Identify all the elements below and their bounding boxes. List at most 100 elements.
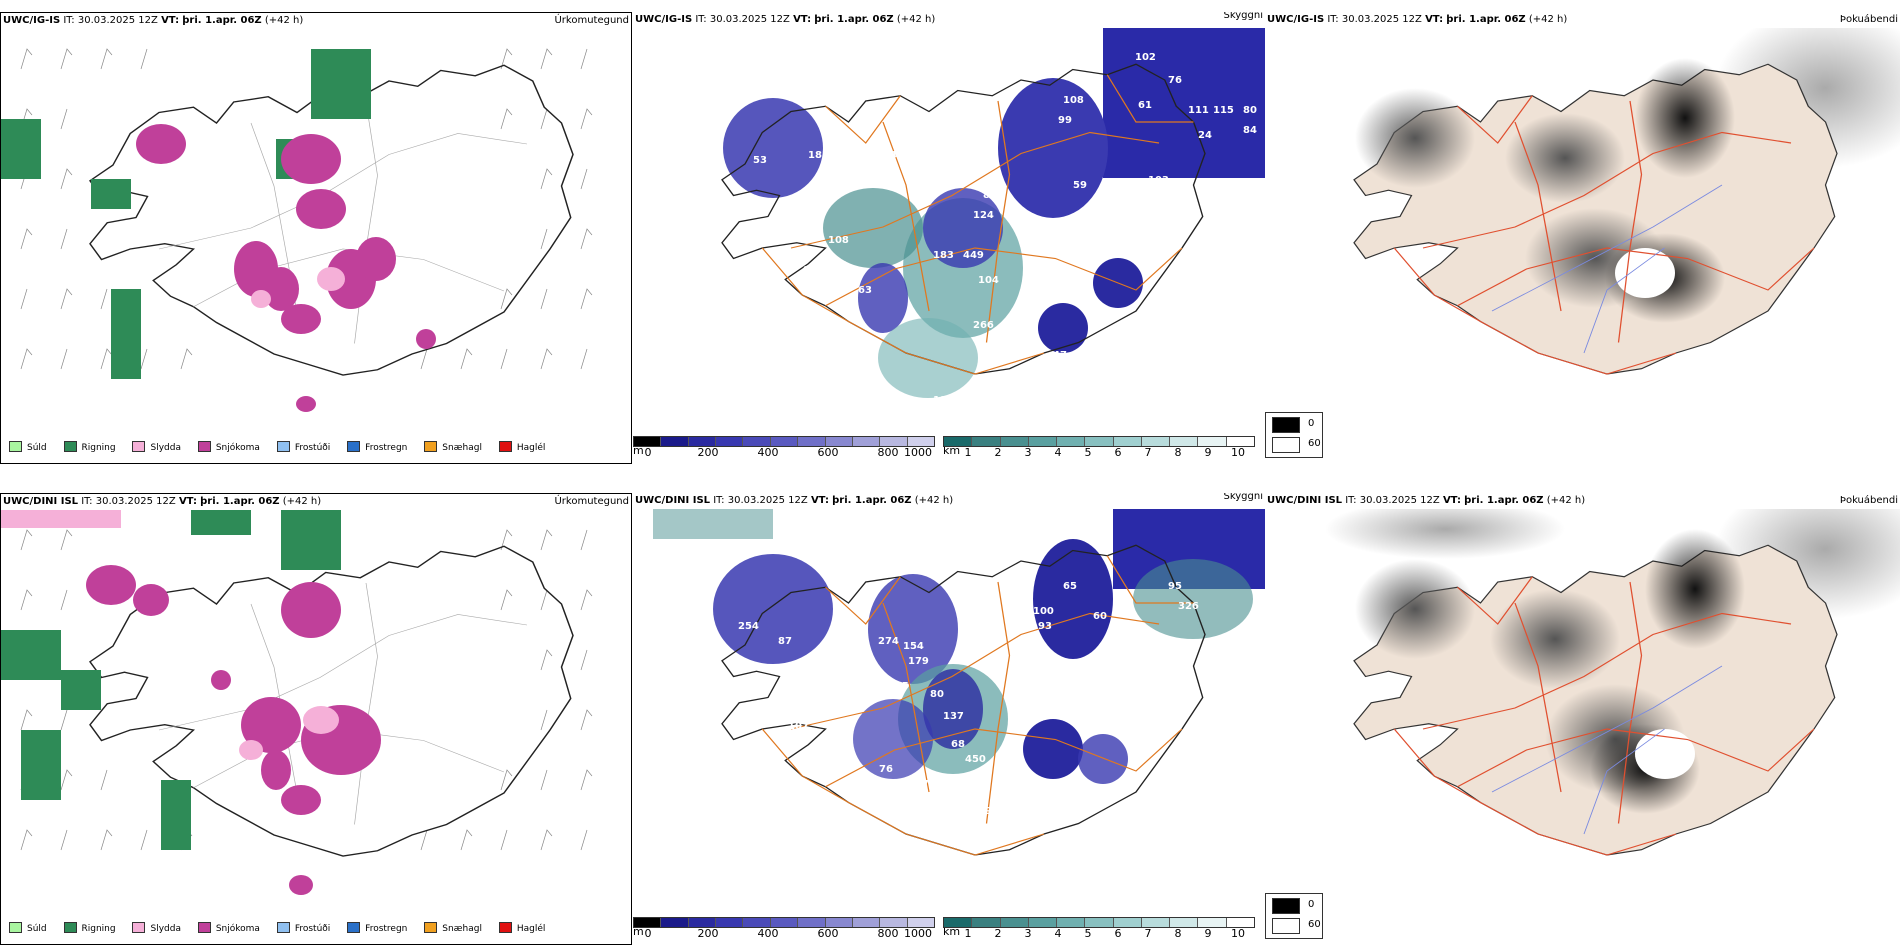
- swatch: [197, 441, 211, 452]
- visibility-value: 319: [971, 806, 992, 817]
- vt-label: VT:: [810, 495, 829, 506]
- panel-header: UWC/IG-IS IT: 30.03.2025 12Z VT: þri. 1.…: [1, 13, 631, 29]
- legend-item: Snjókoma: [197, 922, 260, 934]
- visibility-value: 61: [1138, 100, 1152, 111]
- tick-label: 600: [817, 927, 839, 940]
- visibility-value: 369: [873, 513, 894, 524]
- visibility-value: 118: [813, 195, 834, 206]
- tick-label: 3: [1024, 446, 1032, 459]
- valid-time: þri. 1.apr. 06Z: [1464, 495, 1544, 506]
- visibility-value: 108: [828, 235, 849, 246]
- rain-areas: [1, 49, 371, 379]
- legend-item: Slydda: [132, 922, 181, 934]
- tick-label: 200: [697, 446, 719, 459]
- visibility-value: 192: [1018, 292, 1039, 303]
- fog-legend-item: 0: [1266, 894, 1322, 914]
- legend-label: Súld: [27, 443, 47, 453]
- snow-areas: [136, 124, 436, 412]
- tick-label: 600: [817, 446, 839, 459]
- visibility-value: 144: [996, 771, 1017, 782]
- it-label: IT:: [713, 495, 725, 506]
- vis-unit: m: [633, 444, 644, 457]
- visibility-value: 266: [973, 320, 994, 331]
- visibility-value: 103: [1148, 175, 1169, 186]
- panel-header: UWC/DINI ISL IT: 30.03.2025 12Z VT: þri.…: [1265, 493, 1900, 509]
- lead-time: (+42 h): [282, 496, 322, 507]
- model-name: UWC/DINI ISL: [1267, 495, 1343, 506]
- tick-label: 200: [697, 927, 719, 940]
- visibility-value: 449: [963, 250, 984, 261]
- visibility-value: 127: [1028, 813, 1049, 824]
- sleet-areas: [251, 267, 345, 308]
- panel-title: Þokuábendi: [1839, 14, 1898, 25]
- valid-time: þri. 1.apr. 06Z: [200, 496, 280, 507]
- visibility-value: 124: [973, 210, 994, 221]
- visibility-value: 115: [1213, 105, 1234, 116]
- rain-areas: [1, 510, 341, 850]
- swatch: [197, 922, 211, 933]
- legend-label: Snjókoma: [215, 924, 260, 934]
- valid-time: þri. 1.apr. 06Z: [1446, 14, 1526, 25]
- vis-colorbar: [633, 917, 935, 928]
- fog-index-panel: UWC/IG-IS IT: 30.03.2025 12Z VT: þri. 1.…: [1265, 12, 1900, 464]
- tick-label: 1000: [904, 446, 932, 459]
- visibility-value: 274: [878, 636, 899, 647]
- legend-item: Súld: [9, 922, 47, 934]
- panel-title: Skyggni: [1223, 12, 1263, 21]
- legend-item: Slydda: [132, 441, 181, 453]
- swatch: [424, 922, 438, 933]
- swatch: [9, 441, 22, 452]
- visibility-value: 185: [808, 150, 829, 161]
- visibility-value: 102: [925, 886, 946, 897]
- init-time: 30.03.2025 12Z: [77, 15, 158, 26]
- valid-time: þri. 1.apr. 06Z: [814, 14, 894, 25]
- tick-label: 5: [1084, 446, 1092, 459]
- visibility-value: 137: [943, 711, 964, 722]
- legend-item: Snjókoma: [197, 441, 260, 453]
- swatch: [9, 922, 22, 933]
- visibility-value: 24: [1198, 130, 1212, 141]
- visibility-labels: 369 65 95 326 60 93 100 87 254 274 154 179 185 137 80 6…: [738, 513, 1199, 897]
- wind-barbs: [20, 529, 593, 851]
- precip-legend: Súld Rigning Slydda Snjókoma Frostúði Fr…: [9, 441, 559, 453]
- visibility-value: 154: [903, 641, 924, 652]
- vt-label: VT:: [1425, 14, 1444, 25]
- visibility-value: 185: [888, 681, 909, 692]
- visibility-value: 183: [933, 250, 954, 261]
- fog-legend-label: 0: [1308, 418, 1315, 429]
- tick-label: 3: [1024, 927, 1032, 940]
- cloud-unit: km: [943, 925, 961, 938]
- visibility-value: 326: [1178, 601, 1199, 612]
- lead-time: (+42 h): [1546, 495, 1586, 506]
- tick-label: 9: [1204, 927, 1212, 940]
- vt-label: VT:: [1442, 495, 1461, 506]
- panel-title: Skyggni: [1223, 493, 1263, 502]
- panel-header: UWC/IG-IS IT: 30.03.2025 12Z VT: þri. 1.…: [1265, 12, 1900, 28]
- tick-label: 10: [1231, 446, 1245, 459]
- tick-label: 4: [1054, 927, 1062, 940]
- swatch: [498, 922, 512, 933]
- it-label: IT:: [63, 15, 75, 26]
- visibility-value: 140: [883, 150, 904, 161]
- precip-type-panel: UWC/DINI ISL IT: 30.03.2025 12Z VT: þri.…: [0, 493, 632, 945]
- vis-ticks: 0 200 400 600 800 1000: [633, 446, 933, 460]
- it-label: IT:: [1327, 14, 1339, 25]
- visibility-value: 450: [965, 754, 986, 765]
- precip-map: [1, 510, 631, 922]
- visibility-value: 85: [983, 190, 997, 201]
- legend-label: Slydda: [150, 443, 181, 453]
- visibility-value: 80: [930, 689, 944, 700]
- tick-label: 1: [964, 927, 972, 940]
- it-label: IT:: [1345, 495, 1357, 506]
- cloud-colorbar: [943, 917, 1255, 928]
- legend-item: Rigning: [63, 441, 116, 453]
- model-name: UWC/IG-IS: [635, 14, 693, 25]
- visibility-value: 46: [1071, 856, 1085, 867]
- legend-item: Haglél: [498, 441, 545, 453]
- vis-ticks: 0 200 400 600 800 1000: [633, 927, 933, 941]
- visibility-panel: UWC/IG-IS IT: 30.03.2025 12Z VT: þri. 1.…: [633, 12, 1265, 464]
- legend-label: Snæhagl: [442, 924, 482, 934]
- swatch: [347, 441, 361, 452]
